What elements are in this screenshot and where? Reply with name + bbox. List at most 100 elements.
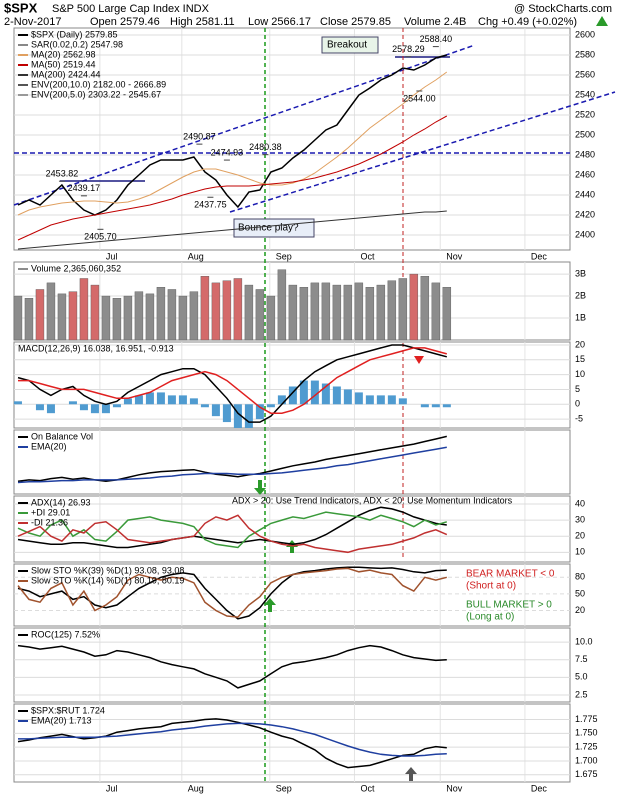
series-line [18, 347, 447, 414]
bar [211, 404, 220, 417]
x-tick-label: Nov [446, 251, 463, 261]
bar [145, 293, 155, 341]
y-tick-label: -5 [575, 413, 583, 423]
y-tick-label: 2420 [575, 209, 595, 219]
annotation: 2490.87 [183, 132, 216, 142]
annotation: 2588.40 [420, 34, 453, 44]
series-line [17, 644, 447, 689]
x-tick-label: Nov [446, 783, 463, 793]
y-tick-label: 1.675 [575, 769, 598, 779]
legend-label: MA(200) 2424.44 [31, 69, 101, 79]
bar [255, 404, 264, 420]
bar [442, 404, 451, 408]
bar [222, 404, 231, 423]
annotation: 2437.75 [194, 200, 227, 210]
legend-label: Slow STO %K(14) %D(1) 80.19, 80.19 [31, 575, 184, 585]
bar [244, 284, 254, 341]
note: BEAR MARKET < 0 [466, 569, 555, 580]
y-tick-label: 10 [575, 369, 585, 379]
series-line [17, 71, 448, 216]
bar [376, 395, 385, 405]
legend-label: Volume 2,365,060,352 [31, 263, 121, 273]
bar [189, 398, 198, 405]
bar [244, 404, 253, 428]
note: (Short at 0) [466, 581, 516, 592]
y-tick-label: 2460 [575, 169, 595, 179]
y-tick-label: 1.725 [575, 742, 598, 752]
legend-label: On Balance Vol [31, 431, 93, 441]
x-tick-label: Oct [360, 783, 375, 793]
bar [145, 392, 154, 405]
bar [409, 273, 419, 341]
series-line [17, 344, 447, 423]
panel [13, 341, 571, 429]
bar [288, 386, 297, 405]
y-tick-label: 40 [575, 498, 585, 508]
trendline [13, 44, 476, 206]
annotation: 2578.29 [392, 44, 425, 54]
callout-box [321, 36, 379, 54]
bar [332, 284, 342, 341]
bar [156, 287, 166, 341]
date: 2-Nov-2017 [4, 16, 61, 28]
bar [167, 289, 177, 341]
bar [134, 291, 144, 341]
series-line [17, 54, 447, 216]
series-line [17, 435, 447, 482]
bar [431, 282, 441, 341]
change: Chg +0.49 (+0.02%) [478, 16, 577, 28]
bar [13, 295, 23, 341]
bar [299, 380, 308, 405]
series-line [17, 446, 447, 484]
bar [123, 398, 132, 405]
bar [178, 395, 187, 405]
bar [35, 404, 44, 411]
y-tick-label: 2480 [575, 149, 595, 159]
legend-label: -DI 21.36 [31, 517, 68, 527]
bar [343, 284, 353, 341]
y-tick-label: 2560 [575, 69, 595, 79]
bar [442, 287, 452, 341]
close: Close 2579.85 [320, 16, 391, 28]
series-line [17, 115, 448, 241]
x-tick-label: Jul [106, 251, 118, 261]
bar [24, 298, 34, 341]
up-arrow [596, 16, 608, 26]
bar [431, 404, 440, 408]
y-tick-label: 1.775 [575, 714, 598, 724]
bar [90, 284, 100, 341]
annotation: 2480.38 [249, 142, 282, 152]
y-tick-label: 2540 [575, 89, 595, 99]
legend-label: $SPX:$RUT 1.724 [31, 705, 105, 715]
bar [343, 389, 352, 405]
signal-arrow [414, 356, 424, 364]
high: High 2581.11 [170, 16, 235, 28]
y-tick-label: 10 [575, 547, 585, 557]
bar [233, 404, 242, 428]
bar [321, 383, 330, 405]
legend-label: $SPX (Daily) 2579.85 [31, 29, 118, 39]
symbol: $SPX [4, 0, 38, 15]
callout: Bounce play? [238, 223, 299, 234]
bar [178, 295, 188, 341]
y-tick-label: 2B [575, 290, 586, 300]
y-tick-label: 2400 [575, 229, 595, 239]
bar [189, 291, 199, 341]
annotation: 2405.70 [84, 232, 117, 242]
plot: 2400 2420 2440 2460 2480 2500 2520 2540 2560 2580… [13, 29, 598, 793]
bar [398, 398, 407, 405]
note: BULL MARKET > 0 [466, 600, 552, 611]
callout: Breakout [327, 40, 367, 51]
source: @ StockCharts.com [514, 3, 612, 15]
y-tick-label: 10.0 [575, 636, 593, 646]
bar [420, 276, 430, 341]
bar [277, 395, 286, 405]
series-line [17, 511, 448, 549]
x-tick-label: Dec [531, 251, 548, 261]
bar [68, 401, 77, 405]
series-line [17, 514, 448, 554]
y-tick-label: 1B [575, 312, 586, 322]
bar [266, 404, 275, 408]
bar [211, 282, 221, 341]
